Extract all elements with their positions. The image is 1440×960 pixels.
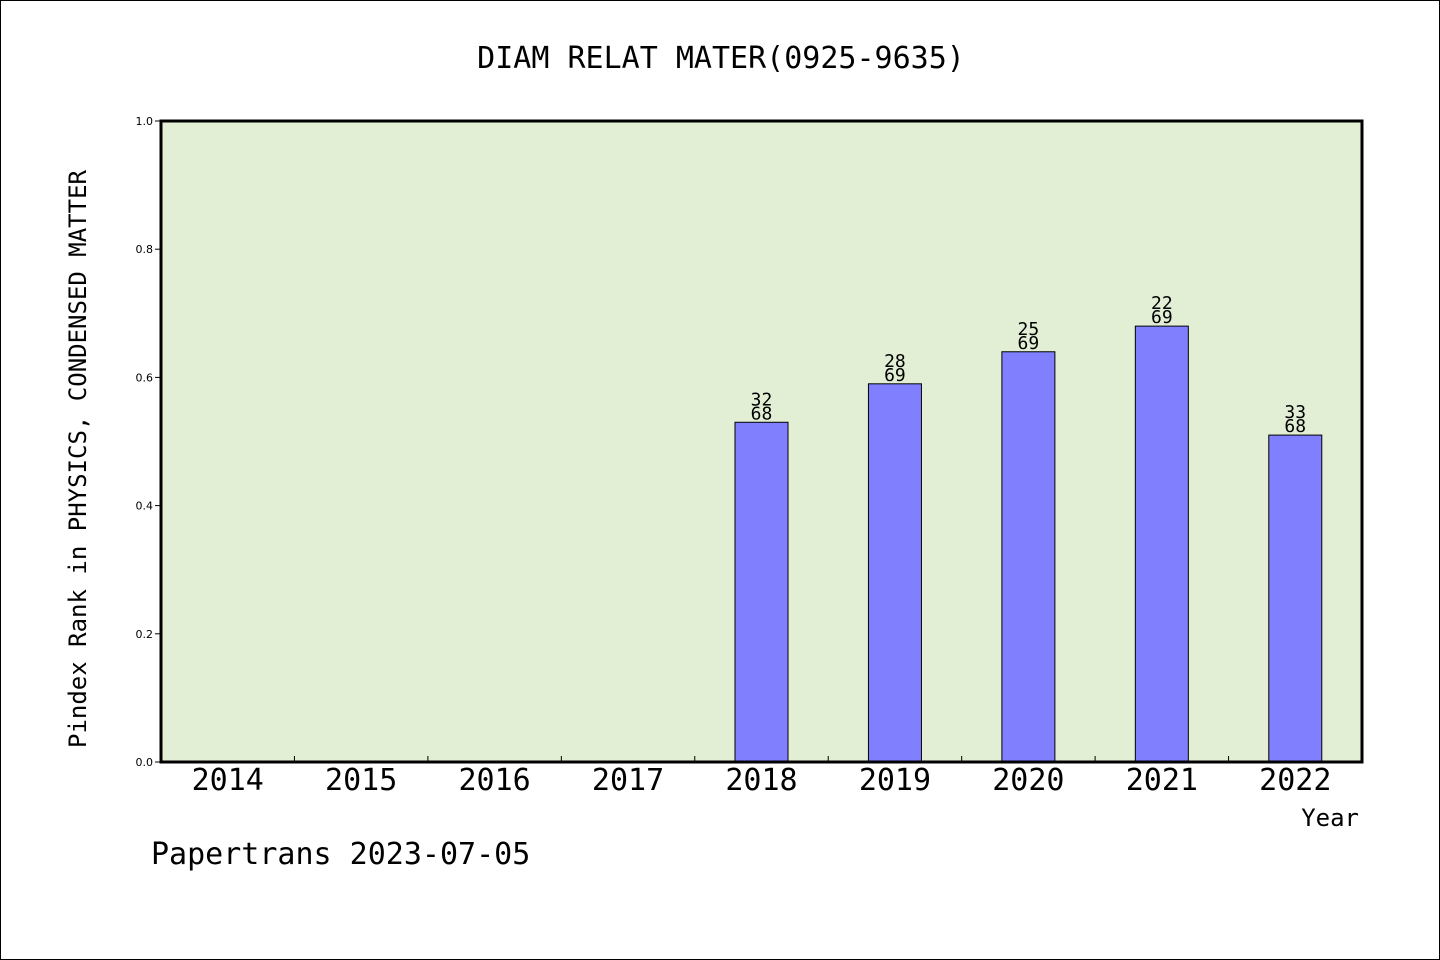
x-tick-label: 2019 bbox=[859, 763, 931, 798]
bar-label-total: 69 bbox=[1018, 333, 1040, 354]
bar-label-rank: 22 bbox=[1151, 293, 1173, 314]
y-tick-label: 0.4 bbox=[136, 500, 154, 513]
bar-label-rank: 33 bbox=[1284, 402, 1306, 423]
y-tick-label: 0.8 bbox=[136, 243, 154, 256]
bar-label-rank: 28 bbox=[884, 351, 906, 372]
bar-label-rank: 25 bbox=[1018, 319, 1040, 340]
x-tick-label: 2017 bbox=[592, 763, 664, 798]
bar-2019 bbox=[867, 383, 922, 763]
bar-label-total: 69 bbox=[884, 365, 906, 386]
x-tick-label: 2014 bbox=[192, 763, 264, 798]
x-tick-label: 2018 bbox=[725, 763, 797, 798]
y-axis-label: Pindex Rank in PHYSICS, CONDENSED MATTER bbox=[64, 169, 92, 748]
bar-label-total: 68 bbox=[1284, 416, 1306, 437]
bar-2018 bbox=[734, 421, 789, 763]
x-tick-label: 2016 bbox=[458, 763, 530, 798]
bar-2020 bbox=[1001, 351, 1056, 763]
bar-2021 bbox=[1134, 325, 1189, 763]
chart-title: DIAM RELAT MATER(0925-9635) bbox=[477, 41, 965, 76]
footer-credit: Papertrans 2023-07-05 bbox=[151, 837, 530, 872]
bar-label-total: 68 bbox=[751, 403, 773, 424]
bar-2022 bbox=[1268, 434, 1323, 763]
x-tick-label: 2020 bbox=[992, 763, 1064, 798]
plot-frame bbox=[159, 119, 1364, 764]
x-axis-label: Year bbox=[1301, 804, 1359, 832]
ticks-layer: 0.0 0.2 0.4 0.6 0.8 1.0 2014 2015 2016 2017 2018 20… bbox=[136, 115, 1332, 798]
x-tick-label: 2015 bbox=[325, 763, 397, 798]
x-tick-label: 2022 bbox=[1259, 763, 1331, 798]
y-tick-label: 0.6 bbox=[136, 371, 154, 384]
bar-label-total: 69 bbox=[1151, 307, 1173, 328]
y-tick-label: 1.0 bbox=[136, 115, 154, 128]
y-tick-label: 0.2 bbox=[136, 628, 154, 641]
bar-label-rank: 32 bbox=[751, 389, 773, 410]
x-tick-label: 2021 bbox=[1126, 763, 1198, 798]
y-tick-label: 0.0 bbox=[136, 756, 154, 769]
